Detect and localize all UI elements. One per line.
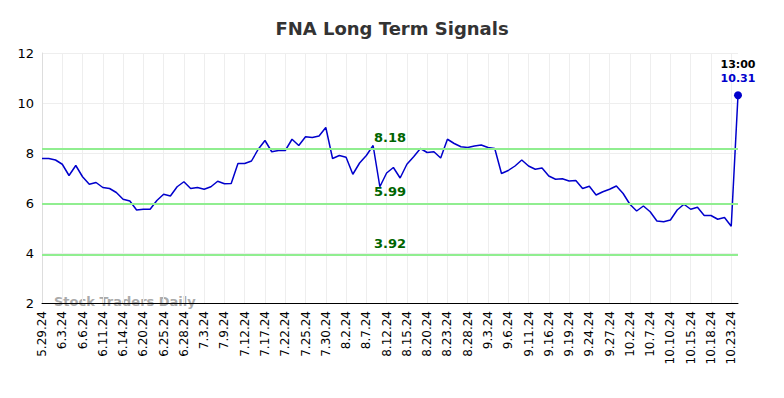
svg-text:8: 8 xyxy=(26,146,34,161)
svg-text:9.27.24: 9.27.24 xyxy=(603,311,617,357)
svg-text:6.28.24: 6.28.24 xyxy=(177,311,191,357)
svg-text:9.24.24: 9.24.24 xyxy=(582,311,596,357)
svg-text:8.28.24: 8.28.24 xyxy=(461,311,475,357)
svg-text:8.2.24: 8.2.24 xyxy=(339,311,353,349)
svg-text:7.9.24: 7.9.24 xyxy=(217,311,231,349)
svg-text:9.11.24: 9.11.24 xyxy=(522,311,536,357)
svg-text:8.23.24: 8.23.24 xyxy=(440,311,454,357)
svg-text:7.30.24: 7.30.24 xyxy=(319,311,333,357)
svg-text:6.3.24: 6.3.24 xyxy=(55,311,69,349)
svg-text:7.3.24: 7.3.24 xyxy=(197,311,211,349)
svg-text:12: 12 xyxy=(17,46,34,61)
svg-text:10.7.24: 10.7.24 xyxy=(643,311,657,357)
svg-text:7.25.24: 7.25.24 xyxy=(299,311,313,357)
svg-text:9.3.24: 9.3.24 xyxy=(481,311,495,349)
svg-text:9.16.24: 9.16.24 xyxy=(542,311,556,357)
svg-text:6.25.24: 6.25.24 xyxy=(157,311,171,357)
svg-text:9.19.24: 9.19.24 xyxy=(562,311,576,357)
svg-text:10.15.24: 10.15.24 xyxy=(684,311,698,364)
svg-text:FNA Long Term Signals: FNA Long Term Signals xyxy=(275,18,508,39)
svg-text:7.22.24: 7.22.24 xyxy=(278,311,292,357)
svg-text:4: 4 xyxy=(26,246,34,261)
svg-text:10.18.24: 10.18.24 xyxy=(704,311,718,364)
svg-text:6.6.24: 6.6.24 xyxy=(76,311,90,349)
svg-text:10: 10 xyxy=(17,96,34,111)
svg-text:8.18: 8.18 xyxy=(374,130,406,145)
svg-text:8.15.24: 8.15.24 xyxy=(400,311,414,357)
svg-text:6.11.24: 6.11.24 xyxy=(96,311,110,357)
svg-text:10.31: 10.31 xyxy=(721,72,756,85)
svg-text:9.6.24: 9.6.24 xyxy=(501,311,515,349)
svg-text:8.20.24: 8.20.24 xyxy=(420,311,434,357)
svg-text:8.7.24: 8.7.24 xyxy=(359,311,373,349)
svg-text:6.14.24: 6.14.24 xyxy=(116,311,130,357)
svg-text:13:00: 13:00 xyxy=(720,58,755,71)
svg-text:Stock Traders Daily: Stock Traders Daily xyxy=(54,294,196,309)
svg-text:3.92: 3.92 xyxy=(374,236,406,251)
svg-text:2: 2 xyxy=(26,296,34,311)
svg-text:6.20.24: 6.20.24 xyxy=(136,311,150,357)
svg-text:10.23.24: 10.23.24 xyxy=(724,311,738,364)
svg-text:5.99: 5.99 xyxy=(374,184,406,199)
svg-text:10.10.24: 10.10.24 xyxy=(663,311,677,364)
svg-text:7.17.24: 7.17.24 xyxy=(258,311,272,357)
svg-text:5.29.24: 5.29.24 xyxy=(35,311,49,357)
svg-text:10.2.24: 10.2.24 xyxy=(623,311,637,357)
svg-text:6: 6 xyxy=(26,196,34,211)
svg-text:8.12.24: 8.12.24 xyxy=(380,311,394,357)
svg-text:7.12.24: 7.12.24 xyxy=(238,311,252,357)
